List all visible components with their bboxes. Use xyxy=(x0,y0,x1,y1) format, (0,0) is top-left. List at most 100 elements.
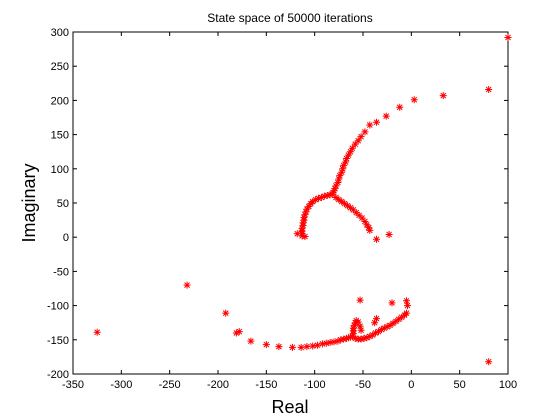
x-tick-label: -350 xyxy=(62,379,84,391)
data-point xyxy=(345,151,352,159)
data-point xyxy=(485,358,493,366)
data-point xyxy=(485,85,493,93)
data-point xyxy=(403,297,410,305)
data-point xyxy=(303,343,311,351)
data-point xyxy=(343,334,351,342)
data-point xyxy=(365,224,373,232)
data-point xyxy=(348,144,356,152)
data-point xyxy=(357,335,365,343)
data-point xyxy=(315,194,323,202)
data-point xyxy=(342,158,350,166)
data-point xyxy=(338,168,346,176)
data-point xyxy=(305,202,313,210)
data-point xyxy=(366,226,374,234)
x-tick-label: -100 xyxy=(304,379,326,391)
y-tick-label: 0 xyxy=(63,232,69,244)
y-axis-label: Imaginary xyxy=(19,163,39,242)
data-point xyxy=(338,198,346,206)
data-point xyxy=(388,299,396,307)
data-point xyxy=(335,175,343,183)
data-point xyxy=(314,341,322,349)
y-tick-label: -50 xyxy=(53,266,69,278)
data-point xyxy=(351,319,359,327)
x-tick-label: -150 xyxy=(255,379,277,391)
data-point xyxy=(318,340,326,348)
data-point xyxy=(373,235,381,243)
data-point xyxy=(410,96,418,104)
data-point xyxy=(340,335,348,343)
data-point xyxy=(339,165,347,173)
data-markers xyxy=(93,33,512,366)
data-point xyxy=(369,331,377,339)
data-point xyxy=(396,103,404,111)
data-point xyxy=(352,209,360,217)
data-point xyxy=(93,328,101,336)
data-point xyxy=(504,33,512,41)
data-point xyxy=(349,324,357,332)
data-point xyxy=(345,334,352,342)
data-point xyxy=(275,343,283,351)
data-point xyxy=(371,319,379,327)
axis-tick-labels: -350 -300 -250 -200 -150 -100 -50 0 50 100 -200 -15… xyxy=(47,27,517,391)
x-tick-label: 0 xyxy=(408,379,414,391)
data-point xyxy=(302,208,310,216)
data-point xyxy=(351,140,359,148)
data-point xyxy=(373,315,381,323)
data-point xyxy=(222,309,230,317)
x-tick-label: -250 xyxy=(159,379,181,391)
y-tick-label: 250 xyxy=(51,61,69,73)
data-point xyxy=(299,222,307,230)
data-point xyxy=(363,221,371,229)
data-point xyxy=(395,315,403,323)
data-point xyxy=(389,319,397,327)
data-point xyxy=(363,334,371,342)
data-point xyxy=(332,194,340,202)
data-point xyxy=(326,339,334,347)
data-point xyxy=(331,185,339,193)
data-point xyxy=(298,232,306,240)
y-tick-label: 300 xyxy=(51,27,69,39)
data-point xyxy=(340,161,348,169)
data-point xyxy=(343,155,351,163)
data-point xyxy=(336,172,344,180)
data-point xyxy=(330,338,338,346)
data-point xyxy=(374,328,382,336)
data-point xyxy=(366,332,374,340)
data-point xyxy=(373,118,381,126)
data-point xyxy=(335,196,343,204)
data-point xyxy=(403,309,410,317)
data-point xyxy=(307,200,315,208)
data-point xyxy=(332,182,340,190)
data-point xyxy=(232,329,240,337)
data-point xyxy=(361,128,369,136)
x-axis-label: Real xyxy=(271,397,308,417)
data-point xyxy=(293,230,301,238)
x-tick-label: -200 xyxy=(207,379,229,391)
data-point xyxy=(357,326,365,334)
y-tick-label: -200 xyxy=(47,369,69,381)
data-point xyxy=(439,92,447,100)
data-point xyxy=(377,326,385,334)
data-point xyxy=(383,323,391,331)
data-point xyxy=(301,233,309,241)
data-point xyxy=(354,318,362,326)
data-point xyxy=(326,191,334,199)
y-tick-label: 50 xyxy=(57,198,69,210)
data-point xyxy=(385,230,393,238)
data-point xyxy=(361,217,369,225)
data-point xyxy=(346,333,354,341)
data-point xyxy=(317,194,325,202)
data-point xyxy=(380,324,388,332)
data-point xyxy=(354,137,362,145)
data-point xyxy=(356,322,364,330)
data-point xyxy=(337,336,345,344)
x-tick-label: -50 xyxy=(355,379,371,391)
data-point xyxy=(297,343,305,351)
data-point xyxy=(330,187,338,195)
data-point xyxy=(322,339,330,347)
y-tick-label: 150 xyxy=(51,130,69,142)
data-point xyxy=(303,205,311,213)
data-point xyxy=(348,332,356,340)
data-point xyxy=(328,190,336,198)
